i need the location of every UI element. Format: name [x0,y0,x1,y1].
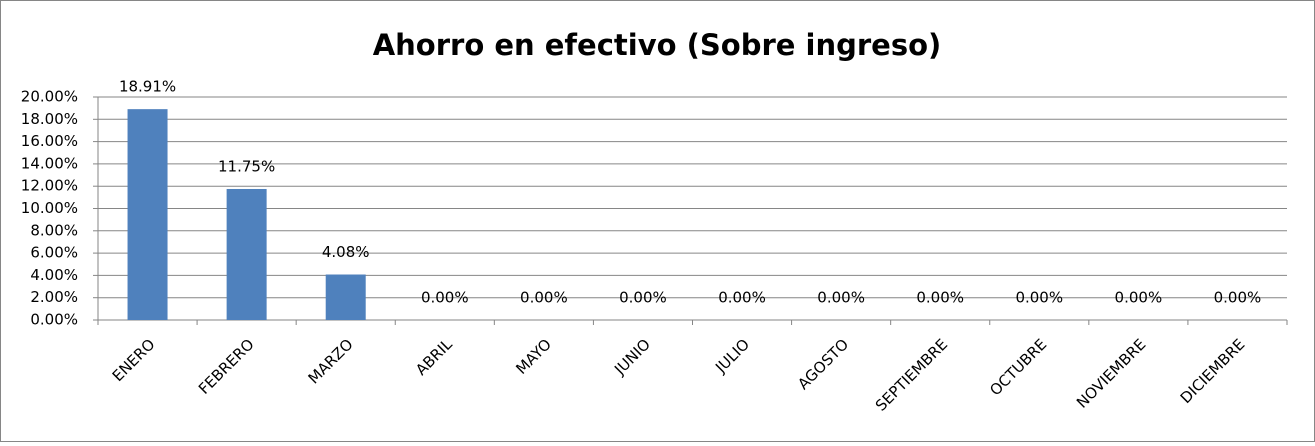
y-tick-label: 20.00% [21,88,78,106]
y-tick-label: 16.00% [21,132,78,150]
chart-title: Ahorro en efectivo (Sobre ingreso) [373,28,942,62]
value-label: 0.00% [1115,289,1163,307]
y-tick-label: 8.00% [30,221,78,239]
y-tick-label: 12.00% [21,177,78,195]
y-tick-label: 0.00% [30,311,78,329]
value-label: 4.08% [322,243,370,261]
y-tick-label: 18.00% [21,110,78,128]
value-label: 0.00% [817,289,865,307]
value-label: 0.00% [421,289,469,307]
value-label: 0.00% [1214,289,1262,307]
bar [325,274,366,320]
y-tick-label: 6.00% [30,244,78,262]
value-label: 0.00% [916,289,964,307]
bar [226,188,267,320]
value-label: 18.91% [119,78,176,96]
y-tick-label: 14.00% [21,154,78,172]
y-tick-label: 10.00% [21,199,78,217]
bar [127,109,168,320]
y-tick-label: 2.00% [30,288,78,306]
value-label: 11.75% [218,157,275,175]
y-tick-label: 4.00% [30,266,78,284]
value-label: 0.00% [619,289,667,307]
value-label: 0.00% [520,289,568,307]
value-label: 0.00% [718,289,766,307]
value-label: 0.00% [1015,289,1063,307]
